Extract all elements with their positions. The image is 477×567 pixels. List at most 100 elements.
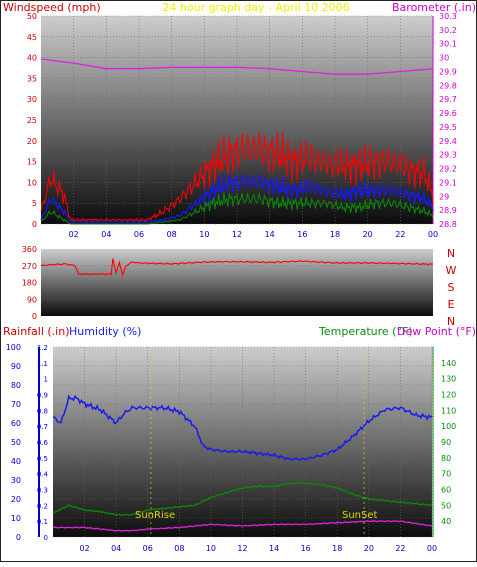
compass-label: N [447,247,455,260]
x-tick-label: 00 [428,230,438,239]
humidity-tick-label: 50 [11,438,21,447]
temperature-tick-label: 50 [441,501,451,510]
right-tick-label: 29.6 [439,109,457,118]
x-tick-label: 06 [143,544,153,553]
rain-tick-label: 0.4 [37,471,49,479]
grid [41,265,433,300]
right-tick-label: 29 [439,192,449,201]
temperature-tick-label: 110 [441,406,456,415]
left-tick-label: 90 [27,295,37,304]
rain-tick-label: 0.2 [37,502,48,510]
rain-tick-label: 0.6 [37,439,49,447]
temperature-tick-label: 90 [441,438,451,447]
x-tick-label: 12 [232,230,242,239]
right-tick-label: 29.1 [439,178,457,187]
temperature-tick-label: 80 [441,454,451,463]
right-tick-label: 30.2 [439,26,457,35]
x-tick-label: 08 [174,544,184,553]
x-tick-label: 06 [134,230,144,239]
temperature-tick-label: 140 [441,359,456,368]
left-axis-ticks: 0 90 180 270 360 [22,245,37,321]
x-tick-label: 16 [297,230,307,239]
right-tick-label: 29.2 [439,165,457,174]
x-tick-label: 08 [167,230,177,239]
x-tick-label: 02 [69,230,79,239]
temperature-tick-label: 60 [441,486,451,495]
humidity-temp-chart: Rainfall (.in) Humidity (%) Temperature … [3,325,476,553]
temperature-tick-label: 100 [441,422,456,431]
right-tick-label: 28.8 [439,220,457,229]
chart-title: 24 hour graph day - April 10 2006 [162,1,349,14]
rain-tick-label: 1 [44,376,48,384]
humidity-tick-label: 30 [11,476,21,485]
left-tick-label: 40 [27,54,37,63]
right-tick-label: 30 [439,54,449,63]
humidity-tick-label: 70 [11,400,21,409]
right-tick-label: 29.4 [439,137,457,146]
x-tick-label: 20 [364,544,374,553]
x-tick-label: 22 [395,230,405,239]
dewpoint-axis-title: Dew Point (°F) [397,325,476,338]
x-tick-label: 18 [332,544,342,553]
rain-axis-ticks: 0 10 20 30 40 50 60 70 80 90 100 [6,343,21,542]
humidity-tick-label: 100 [6,343,21,352]
series-group [40,258,434,277]
left-tick-label: 5 [32,199,37,208]
rain-tick-label: 0.9 [37,392,48,400]
left-tick-label: 270 [22,262,37,271]
left-tick-label: 10 [27,178,37,187]
x-tick-label: 12 [237,544,247,553]
x-tick-label: 14 [265,230,275,239]
rain-tick-label: 0 [44,534,48,542]
x-tick-label: 04 [111,544,121,553]
x-axis-ticks: 02 04 06 08 10 12 14 16 18 20 22 00 [79,544,437,553]
left-tick-label: 0 [32,312,37,321]
x-tick-label: 10 [206,544,216,553]
rain-tick-label: 1.2 [37,344,48,352]
x-tick-label: 00 [427,544,437,553]
humidity-tick-label: 80 [11,381,21,390]
low-series [40,192,434,225]
humidity-tick-label: 60 [11,419,21,428]
left-tick-label: 20 [27,137,37,146]
rain-tick-label: 0.8 [37,407,48,415]
humidity-tick-label: 90 [11,362,21,371]
x-tick-label: 20 [363,230,373,239]
left-axis-ticks: 0 5 10 15 20 25 30 35 40 45 50 [27,12,37,229]
compass-label: S [448,281,455,294]
right-tick-label: 28.9 [439,206,457,215]
left-tick-label: 0 [32,220,37,229]
x-tick-label: 14 [269,544,279,553]
x-tick-label: 02 [79,544,89,553]
x-axis-ticks: 02 04 06 08 10 12 14 16 18 20 22 00 [69,230,439,239]
dewpoint-series [52,519,433,532]
left-tick-label: 25 [27,116,37,125]
left-tick-label: 15 [27,158,37,167]
gust-series [40,130,434,223]
humidity-tick-label: 0 [16,533,21,542]
right-axis-ticks: 28.8 28.9 29 29.1 29.2 29.3 29.4 29.5 29.6 29.7 29… [439,12,457,229]
compass-label: W [446,264,457,277]
average-series [40,173,434,224]
temperature-tick-label: 130 [441,375,456,384]
left-tick-label: 180 [22,279,37,288]
right-tick-label: 29.3 [439,151,457,160]
x-tick-label: 18 [330,230,340,239]
temperature-axis-ticks: 40 50 60 70 80 90 100 110 120 130 140 [441,359,456,526]
humidity-tick-label: 10 [11,514,21,523]
rain-tick-label: 0.7 [37,423,48,431]
x-tick-label: 10 [199,230,209,239]
left-tick-label: 50 [27,12,37,21]
compass-label: E [448,298,455,311]
rain-tick-label: 0.1 [37,518,48,526]
temperature-series [52,481,433,516]
sunset-label: SunSet [342,510,378,521]
humidity-tick-label: 20 [11,495,21,504]
temperature-tick-label: 40 [441,517,451,526]
humidity-axis-ticks: 0 0.1 0.2 0.3 0.4 0.5 0.6 0.7 0.8 0.9 1 1.1 1.2 [37,344,49,542]
series-group [52,347,433,537]
temperature-tick-label: 120 [441,391,456,400]
